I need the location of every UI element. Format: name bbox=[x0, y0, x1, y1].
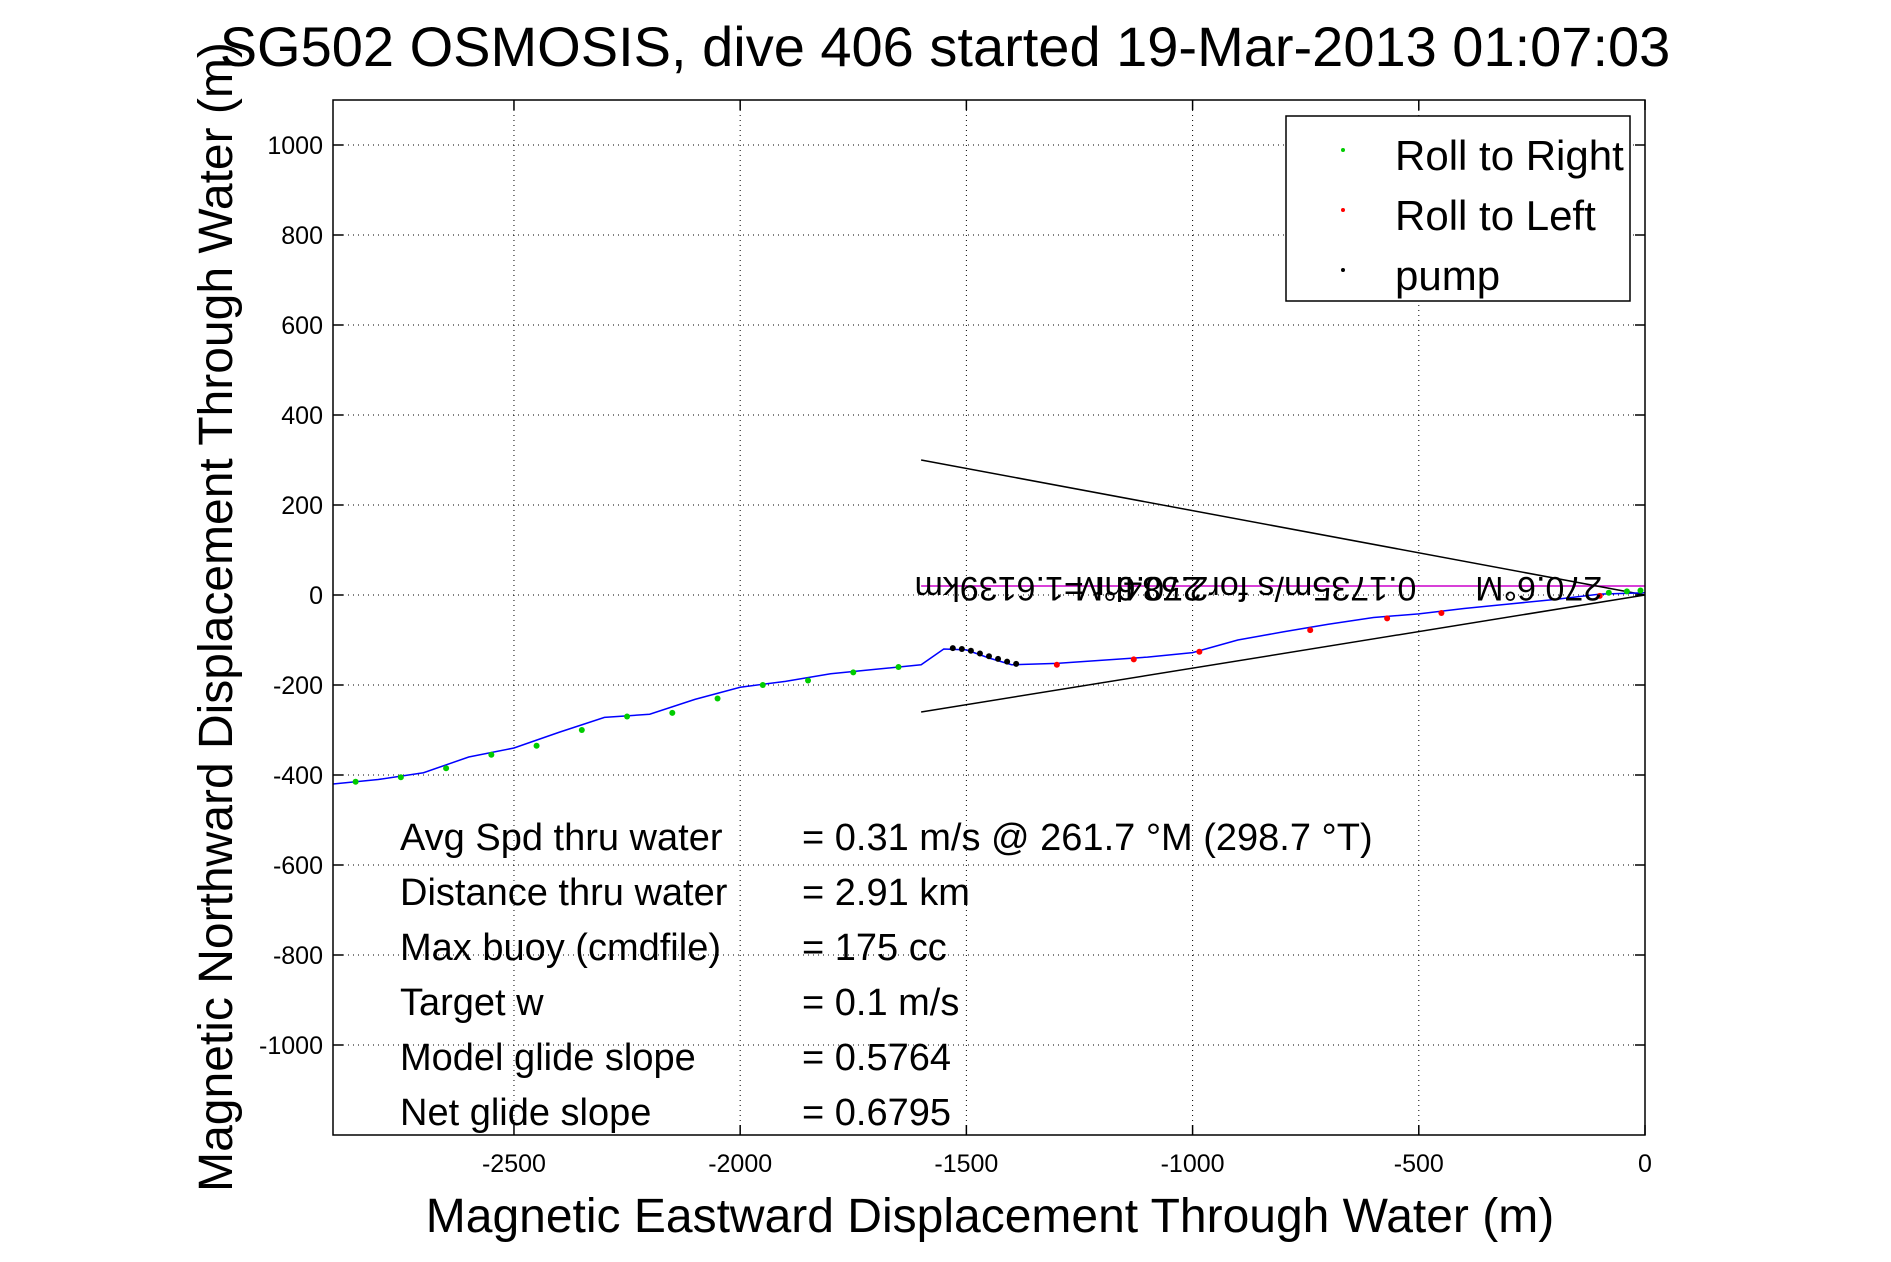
roll-left-point bbox=[1384, 615, 1391, 622]
legend-label-pump: pump bbox=[1395, 252, 1500, 299]
y-tick-label: -1000 bbox=[259, 1032, 323, 1060]
info-value: = 0.1 m/s bbox=[802, 982, 959, 1024]
roll-left-point bbox=[1438, 610, 1445, 616]
info-box: Avg Spd thru water = 0.31 m/s @ 261.7 °M … bbox=[400, 817, 1373, 1134]
annotation: 270.6°M bbox=[1475, 569, 1602, 607]
pump-point bbox=[949, 645, 956, 652]
y-tick-label: 600 bbox=[281, 312, 323, 340]
cone-line bbox=[921, 459, 1646, 596]
x-tick-label: -1500 bbox=[934, 1150, 998, 1178]
roll-right-point bbox=[397, 774, 404, 781]
roll-right-point bbox=[1623, 588, 1630, 595]
plot-contents: 270.6°M0.1735m/s for2.584hr =1.6139km 270… bbox=[332, 459, 1646, 785]
y-tick-label: -200 bbox=[273, 672, 323, 700]
roll-left-point bbox=[1596, 592, 1603, 599]
info-value: = 0.31 m/s @ 261.7 °M (298.7 °T) bbox=[802, 817, 1373, 859]
info-value: = 0.5764 bbox=[802, 1037, 951, 1079]
legend-marker-pump bbox=[1341, 268, 1345, 272]
x-tick-label: -2500 bbox=[482, 1150, 546, 1178]
info-value: = 2.91 km bbox=[802, 872, 970, 914]
roll-right-point bbox=[488, 751, 495, 758]
info-label: Net glide slope bbox=[400, 1092, 651, 1134]
annotation: 0.1735m/s for2.584hr =1.6139km bbox=[915, 569, 1417, 607]
legend-label-roll-left: Roll to Left bbox=[1395, 192, 1596, 239]
roll-right-point bbox=[714, 695, 721, 702]
roll-left-point bbox=[1130, 656, 1137, 663]
info-label: Model glide slope bbox=[400, 1037, 696, 1079]
y-tick-label: 800 bbox=[281, 222, 323, 250]
pump-point bbox=[976, 650, 983, 657]
pump-point bbox=[1004, 658, 1011, 665]
pump-point bbox=[986, 653, 992, 660]
x-tick-label: -1000 bbox=[1161, 1150, 1225, 1178]
roll-right-point bbox=[1605, 589, 1612, 596]
info-label: Max buoy (cmdfile) bbox=[400, 927, 721, 969]
info-label: Distance thru water bbox=[400, 872, 728, 914]
x-tick-label: 0 bbox=[1638, 1150, 1652, 1178]
y-tick-label: 0 bbox=[309, 582, 323, 610]
roll-right-point bbox=[895, 664, 902, 670]
roll-left-point bbox=[1196, 648, 1203, 655]
track-line bbox=[332, 592, 1646, 785]
plot-frame bbox=[332, 99, 1646, 1136]
roll-right-point bbox=[669, 709, 676, 716]
info-label: Target w bbox=[400, 982, 544, 1024]
pump-point bbox=[958, 646, 965, 652]
y-tick-label: 1000 bbox=[267, 132, 323, 160]
x-tick-label: -500 bbox=[1394, 1150, 1444, 1178]
y-axis-label: Magnetic Northward Displacement Through … bbox=[190, 42, 243, 1192]
roll-right-point bbox=[850, 669, 857, 676]
cone-line bbox=[921, 594, 1646, 713]
y-tick-label: 400 bbox=[281, 402, 323, 430]
legend: Roll to Right Roll to Left pump bbox=[1285, 115, 1631, 302]
pump-point bbox=[967, 647, 974, 654]
roll-right-point bbox=[533, 742, 540, 749]
roll-right-point bbox=[624, 713, 631, 720]
info-label: Avg Spd thru water bbox=[400, 817, 723, 859]
y-tick-label: -800 bbox=[273, 942, 323, 970]
info-value: = 175 cc bbox=[802, 927, 947, 969]
x-axis-label: Magnetic Eastward Displacement Through W… bbox=[426, 1190, 1554, 1243]
info-value: = 0.6795 bbox=[802, 1092, 951, 1134]
chart-title: SG502 OSMOSIS, dive 406 started 19-Mar-2… bbox=[220, 15, 1671, 78]
roll-right-point bbox=[352, 778, 359, 785]
pump-point bbox=[1013, 660, 1020, 667]
roll-left-point bbox=[1053, 661, 1060, 668]
roll-right-point bbox=[759, 682, 766, 688]
roll-left-point bbox=[1307, 627, 1314, 634]
y-axis-ticks: 1000 800 600 400 200 0 -200 -400 -600 -800 -1000 bbox=[259, 132, 1645, 1060]
pump-point bbox=[995, 655, 1002, 662]
x-tick-label: -2000 bbox=[708, 1150, 772, 1178]
legend-label-roll-right: Roll to Right bbox=[1395, 132, 1624, 179]
roll-right-point bbox=[578, 727, 585, 733]
legend-marker-roll-left bbox=[1341, 208, 1345, 212]
y-tick-label: 200 bbox=[281, 492, 323, 520]
legend-marker-roll-right bbox=[1341, 148, 1345, 152]
x-axis-ticks: -2500 -2000 -1500 -1000 -500 0 bbox=[482, 100, 1652, 1178]
annotation: 270.6°M bbox=[1075, 569, 1202, 607]
roll-right-point bbox=[1637, 587, 1644, 594]
roll-right-point bbox=[443, 765, 450, 772]
y-tick-label: -400 bbox=[273, 762, 323, 790]
y-tick-label: -600 bbox=[273, 852, 323, 880]
roll-right-point bbox=[805, 677, 812, 684]
